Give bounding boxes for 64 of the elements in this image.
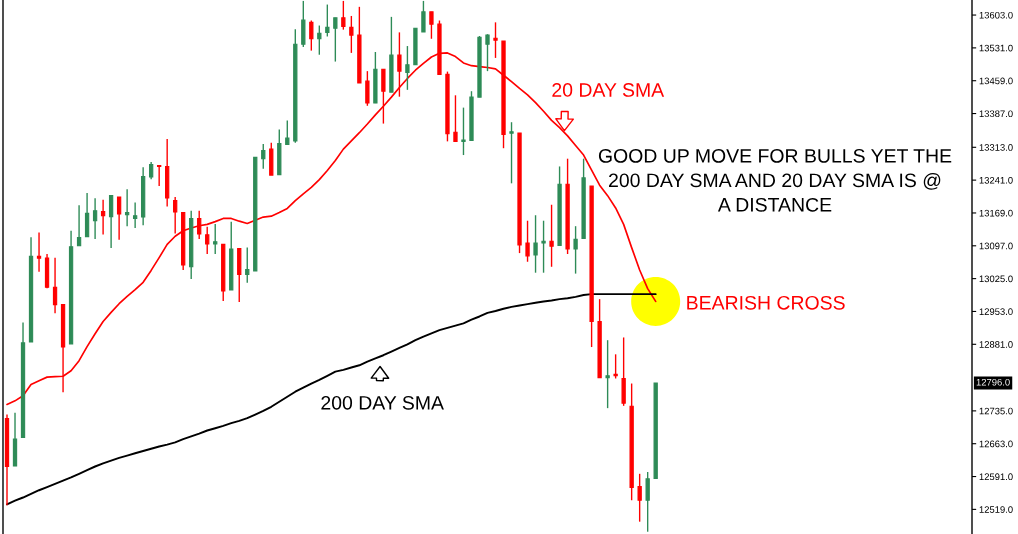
- y-tick-label: 13241.0: [979, 176, 1013, 184]
- candlestick: [285, 119, 290, 146]
- series-label: 20 DAY SMA: [552, 83, 665, 97]
- candlestick: [541, 220, 546, 274]
- candlestick: [349, 15, 354, 54]
- candlestick: [325, 3, 330, 38]
- candlestick: [124, 188, 130, 227]
- candlestick: [205, 225, 210, 255]
- candlestick: [453, 94, 458, 143]
- candlestick: [157, 164, 162, 187]
- y-tick-label: 13531.0: [979, 44, 1013, 52]
- candlestick: [637, 473, 642, 523]
- y-tick-label: 13169.0: [979, 209, 1013, 217]
- annotation: BEARISH CROSS: [687, 295, 845, 310]
- candlestick: [341, 0, 346, 31]
- y-tick-label: 13097.0: [979, 242, 1013, 250]
- y-tick-label: 12881.0: [979, 341, 1013, 348]
- candlestick: [317, 24, 322, 56]
- candlestick: [108, 194, 114, 249]
- candlestick: [309, 19, 314, 52]
- candlestick: [245, 246, 250, 284]
- candlestick: [116, 196, 122, 241]
- candlestick: [36, 231, 42, 273]
- y-tick-label: 12519.0: [979, 506, 1013, 513]
- candlestick: [84, 192, 90, 238]
- annotation: 12796.0: [976, 378, 1010, 386]
- candlestick: [197, 209, 202, 240]
- y-tick-label: 13459.0: [979, 77, 1013, 85]
- candlestick: [645, 471, 650, 533]
- candlestick: [525, 220, 530, 263]
- candlestick: [613, 353, 618, 380]
- candlestick: [421, 0, 426, 33]
- candlestick: [132, 201, 138, 229]
- candlestick: [605, 339, 610, 409]
- candlestick: [509, 121, 514, 185]
- candlestick: [493, 21, 498, 59]
- annotation: GOOD UP MOVE FOR BULLS YET THE 200 DAY SMA AND 20 DAY SMA IS @ A DISTANCE: [598, 148, 952, 212]
- candlestick: [429, 11, 434, 40]
- candlestick: [405, 45, 410, 91]
- legend-label: 200 DAY SMA: [321, 395, 444, 410]
- line-series: [6, 293, 657, 506]
- candlestick: [213, 223, 218, 255]
- candlestick: [549, 204, 554, 268]
- candlestick: [573, 225, 578, 275]
- candlestick: [76, 204, 82, 247]
- y-tick-label: 13025.0: [979, 275, 1013, 283]
- candlestick: [365, 70, 370, 107]
- candlestick: [261, 143, 266, 170]
- y-tick-label: 12735.0: [979, 407, 1013, 415]
- candlestick: [100, 199, 106, 236]
- candlestick: [381, 68, 386, 125]
- y-tick-label: 12591.0: [979, 473, 1013, 481]
- y-tick-label: 13387.0: [979, 110, 1013, 118]
- y-tick-label: 13313.0: [979, 144, 1013, 151]
- y-tick-label: 12663.0: [979, 440, 1013, 448]
- candlestick: [92, 197, 98, 240]
- y-tick-label: 13603.0: [979, 11, 1013, 19]
- candlestick: [52, 256, 58, 314]
- candlestick: [461, 106, 466, 156]
- candlestick: [485, 33, 490, 72]
- candlestick: [173, 196, 178, 235]
- candlestick: [333, 17, 338, 63]
- candlestick: [533, 214, 538, 274]
- y-tick-label: 12953.0: [979, 308, 1013, 315]
